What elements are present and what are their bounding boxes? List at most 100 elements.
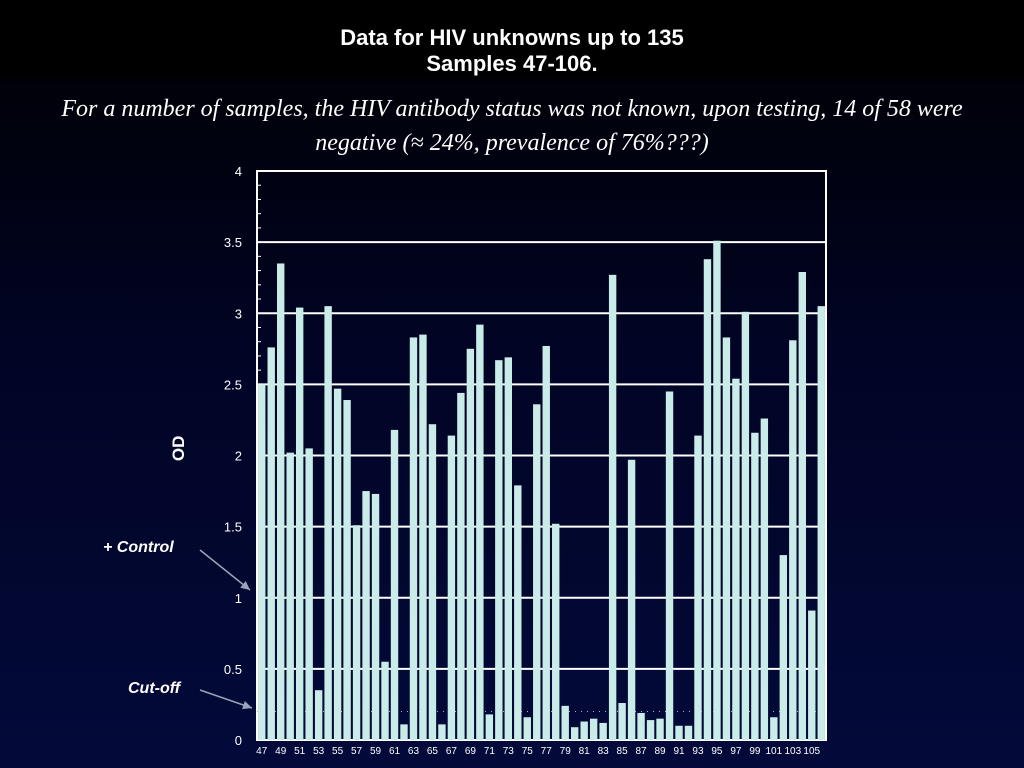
x-tick-label: 103 <box>784 746 801 757</box>
bar <box>333 388 342 740</box>
bar <box>570 727 579 740</box>
bar <box>314 690 323 740</box>
x-tick-label: 67 <box>446 746 458 757</box>
bar <box>589 718 598 740</box>
plot-frame <box>256 170 827 741</box>
bar <box>277 263 285 740</box>
bar <box>618 703 626 740</box>
bar <box>713 240 721 740</box>
y-tick-label: 4 <box>235 164 242 179</box>
x-tick-label: 93 <box>692 746 704 757</box>
x-tick-label: 105 <box>803 746 820 757</box>
x-tick-label: 83 <box>598 746 610 757</box>
bar <box>371 493 380 740</box>
y-tick-label: 0 <box>235 733 242 748</box>
y-tick-label: 1 <box>235 591 242 606</box>
bar <box>258 384 266 740</box>
chart-subtitle: For a number of samples, the HIV antibod… <box>61 96 963 156</box>
bar <box>599 722 607 740</box>
x-tick-label: 61 <box>389 746 401 757</box>
y-tick-label: 2.5 <box>224 377 242 392</box>
bar <box>580 721 588 740</box>
bar <box>324 306 332 740</box>
x-tick-label: 47 <box>256 746 268 757</box>
bar <box>608 274 617 740</box>
x-tick-label: 73 <box>503 746 515 757</box>
x-tick-label: 81 <box>579 746 591 757</box>
x-tick-label: 99 <box>749 746 761 757</box>
bar <box>533 404 541 740</box>
bar <box>552 523 560 740</box>
bar <box>428 424 437 740</box>
x-tick-label: 79 <box>560 746 572 757</box>
control-arrow <box>199 549 251 591</box>
bar <box>504 357 513 740</box>
bar <box>286 452 294 740</box>
x-tick-label: 89 <box>654 746 666 757</box>
x-tick-label: 75 <box>522 746 534 757</box>
cutoff-arrow <box>199 689 253 709</box>
x-tick-label: 49 <box>275 746 287 757</box>
chart-title: Data for HIV unknowns up to 135 <box>340 25 684 50</box>
bar <box>390 429 399 740</box>
bar <box>627 459 636 740</box>
x-tick-label: 63 <box>408 746 420 757</box>
x-tick-label: 97 <box>730 746 742 757</box>
bar <box>770 717 778 740</box>
bar <box>523 717 531 740</box>
bar <box>476 324 484 740</box>
title-bar: Data for HIV unknowns up to 135 Samples … <box>0 0 1024 78</box>
bar <box>466 348 475 740</box>
bar <box>779 555 788 740</box>
bar <box>760 418 769 740</box>
x-tick-label: 101 <box>765 746 782 757</box>
x-tick-label: 85 <box>617 746 629 757</box>
bar <box>703 259 712 740</box>
bar <box>656 718 664 740</box>
bar <box>267 347 275 740</box>
bar <box>808 610 816 740</box>
x-tick-label: 77 <box>541 746 553 757</box>
bar <box>684 725 693 740</box>
x-tick-label: 87 <box>636 746 648 757</box>
bar <box>542 345 550 740</box>
x-tick-label: 69 <box>465 746 477 757</box>
bar <box>732 378 740 740</box>
y-tick-label: 3 <box>235 306 242 321</box>
bar <box>419 334 427 740</box>
bar <box>362 491 370 740</box>
x-tick-label: 53 <box>313 746 325 757</box>
bar <box>305 448 313 740</box>
control-annotation: + Control <box>103 539 174 556</box>
bar <box>352 525 361 740</box>
x-tick-label: 51 <box>294 746 306 757</box>
bar <box>798 271 806 740</box>
x-tick-label: 57 <box>351 746 363 757</box>
chart-title-samples: Samples 47-106. <box>426 51 598 76</box>
x-tick-label: 91 <box>673 746 685 757</box>
bar <box>789 340 797 740</box>
bar <box>722 337 731 740</box>
bar <box>561 705 569 740</box>
x-tick-label: 71 <box>484 746 496 757</box>
cutoff-annotation: Cut-off <box>128 680 181 697</box>
bar <box>817 306 825 740</box>
x-tick-label: 65 <box>427 746 439 757</box>
bar <box>741 311 750 740</box>
bar <box>675 725 683 740</box>
bar <box>343 400 351 740</box>
bar <box>665 391 674 740</box>
bar <box>751 432 759 740</box>
bar <box>485 714 494 740</box>
bar <box>381 661 389 740</box>
bar <box>438 724 446 740</box>
y-tick-label: 3.5 <box>224 235 242 250</box>
bar <box>447 435 456 740</box>
y-tick-label: 0.5 <box>224 662 242 677</box>
bar <box>409 337 418 740</box>
y-axis-label: OD <box>169 436 188 462</box>
x-tick-label: 95 <box>711 746 723 757</box>
cutoff-arrow-head <box>242 700 252 710</box>
bar <box>495 360 503 740</box>
